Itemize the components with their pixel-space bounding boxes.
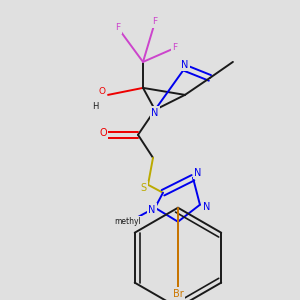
Text: F: F xyxy=(152,17,158,26)
Text: O: O xyxy=(99,128,107,138)
Text: N: N xyxy=(181,60,189,70)
Text: N: N xyxy=(194,168,202,178)
Text: O: O xyxy=(99,87,106,96)
Text: Br: Br xyxy=(172,289,183,298)
Text: F: F xyxy=(116,23,121,32)
Text: F: F xyxy=(172,44,178,52)
Text: H: H xyxy=(92,102,98,111)
Text: N: N xyxy=(203,202,211,212)
Text: N: N xyxy=(151,108,159,118)
Text: N: N xyxy=(148,205,156,215)
Text: methyl: methyl xyxy=(115,217,141,226)
Text: S: S xyxy=(140,183,146,193)
